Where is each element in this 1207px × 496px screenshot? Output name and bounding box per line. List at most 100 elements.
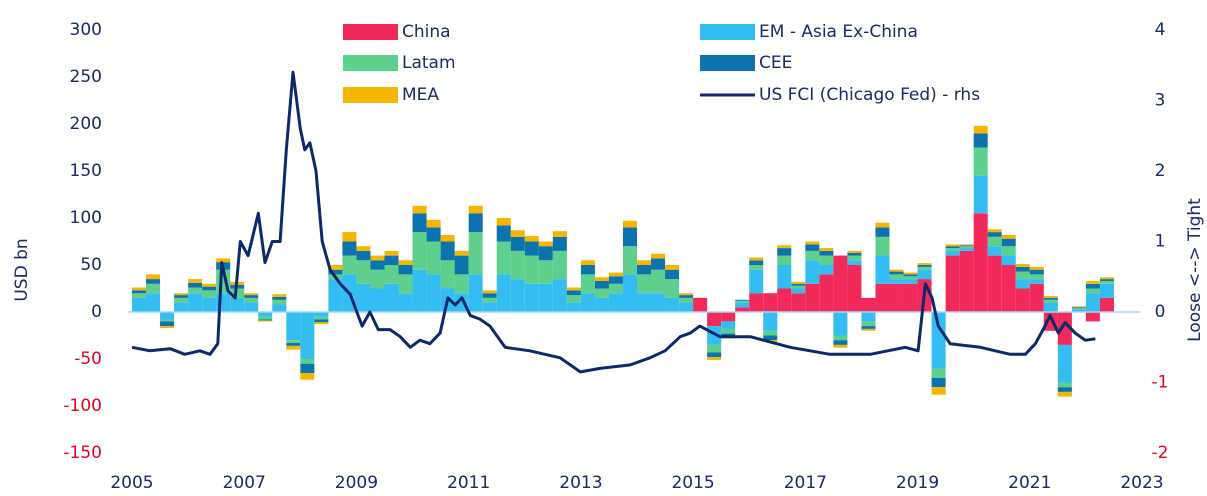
bar-segment [496,225,511,242]
bar-segment [300,312,315,359]
bar-segment [1099,283,1114,298]
bar-segment [945,255,960,312]
bar-segment [735,302,750,308]
bar-segment [861,312,876,322]
bar-segment [987,232,1002,237]
bar-segment [608,272,623,277]
bar-segment [300,373,315,380]
bar-segment [665,297,680,312]
bar-segment [917,269,932,280]
bar-segment [749,257,764,261]
bar-segment [622,227,637,247]
bar-segment [861,326,876,329]
y-tick-label: -150 [63,443,102,463]
bar-segment [763,293,778,312]
bar-segment [1001,246,1016,256]
bar-segment [819,265,834,275]
bar-segment [244,297,259,303]
bar-segment [524,283,539,312]
bar-segment [945,244,960,247]
bar-segment [777,265,792,289]
bar-segment [637,274,652,294]
bar-segment [398,293,413,312]
bar-segment [805,283,820,312]
bar-segment [454,250,469,256]
bar-segment [791,288,806,294]
bar-segment [651,253,666,259]
bar-segment [973,147,988,176]
bar-segment [679,302,694,312]
bar-segment [1029,279,1044,284]
bar-segment [875,283,890,312]
bar-segment [987,246,1002,256]
bar-segment [398,265,413,275]
bar-segment [510,230,525,237]
bar-segment [763,335,778,341]
bar-segment [833,255,848,312]
bar-segment [651,269,666,294]
x-tick-label: 2007 [223,473,266,493]
bar-segment [580,265,595,275]
bar-segment [468,205,483,214]
bar-segment [538,260,553,284]
bar-segment [160,326,175,328]
bar-segment [805,250,820,261]
bar-segment [889,279,904,284]
bar-segment [384,250,399,256]
bar-segment [1015,266,1030,272]
y2-axis-label: Loose <--> Tight [1185,198,1205,342]
bar-segment [328,269,343,275]
bar-segment [1043,302,1058,312]
bar-segment [174,297,189,303]
bar-segment [847,252,862,256]
y2-tick-label: 4 [1155,20,1166,40]
bar-segment [1085,312,1100,322]
bar-segment [370,288,385,312]
bar-segment [440,260,455,289]
bar-segment [889,271,904,275]
bar-segment [1043,297,1058,300]
bar-segment [1099,297,1114,312]
bar-segment [146,274,161,280]
y2-tick-label: -2 [1152,443,1169,463]
x-tick-label: 2019 [896,473,939,493]
bar-segment [426,241,441,275]
bar-segment [1001,238,1016,247]
bar-segment [552,231,567,237]
bar-segment [777,245,792,249]
fci-line [131,70,1096,374]
bar-segment [1071,306,1086,308]
bar-segment [300,359,315,364]
bar-segment [510,279,525,312]
bar-segment [819,255,834,265]
bar-segment [202,290,217,298]
bar-segment [735,299,750,301]
bar-segment [875,222,890,228]
bar-segment [777,255,792,265]
bar-segment [230,297,245,312]
bar-segment [1099,280,1114,284]
bar-segment [538,246,553,261]
bar-segment [819,248,834,251]
bar-segment [833,340,848,345]
bar-segment [1071,307,1086,309]
bar-segment [286,343,301,346]
bar-segment [286,312,301,341]
bar-segment [314,322,329,325]
bar-segment [566,287,581,291]
y2-tick-label: 0 [1155,302,1166,322]
bar-segment [805,244,820,251]
bar-segment [959,244,974,246]
bar-segment [847,255,862,261]
bar-segment [496,274,511,312]
bar-segment [384,283,399,312]
bar-segment [468,274,483,312]
bar-segment [174,293,189,296]
bar-segment [594,297,609,312]
bar-segment [861,321,876,327]
bar-segment [496,241,511,275]
bar-segment [482,297,497,303]
bar-segment [1043,299,1058,303]
bar-segment [384,265,399,284]
bar-segment [1071,309,1086,312]
